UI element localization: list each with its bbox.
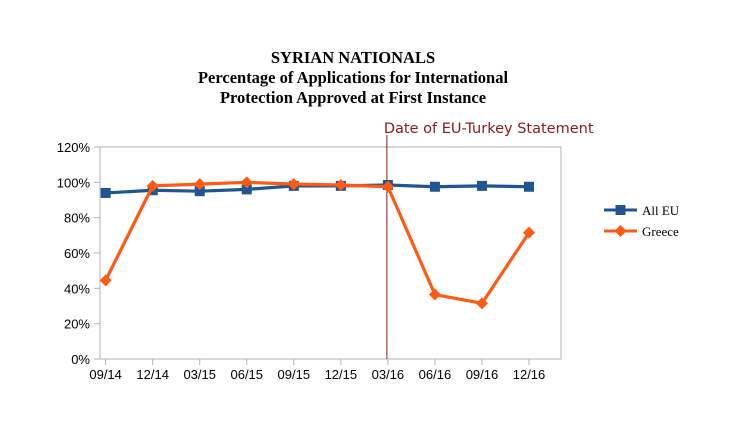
data-point-all-eu [429,181,440,192]
y-tick-label: 60% [64,246,90,261]
x-tick-label: 03/16 [372,367,405,382]
x-tick-label: 12/14 [136,367,169,382]
chart-title-line-1: SYRIAN NATIONALS [271,48,435,67]
y-tick-label: 20% [64,317,90,332]
plot-area [99,146,562,360]
chart-title-line-2: Percentage of Applications for Internati… [198,68,509,87]
x-tick-label: 03/15 [183,367,216,382]
legend-item-greece: Greece [604,224,679,239]
legend-item-all-eu: All EU [604,203,680,218]
x-tick-label: 12/16 [513,367,546,382]
legend-label-all-eu: All EU [642,203,680,218]
y-tick-label: 0% [71,352,90,367]
y-tick-label: 100% [57,175,91,190]
y-tick-label: 40% [64,281,90,296]
annotation-label: Date of EU-Turkey Statement [384,121,594,137]
y-tick-label: 120% [57,140,91,155]
data-point-greece [146,179,159,192]
data-point-greece [475,297,488,310]
data-point-greece [334,178,347,191]
x-axis: 09/14 12/14 03/15 06/15 09/15 12/15 03/16 06/16… [89,359,545,382]
series-greece [99,176,536,310]
x-tick-label: 12/15 [325,367,358,382]
data-point-greece [193,178,206,191]
data-point-greece [381,180,394,193]
x-tick-label: 06/15 [230,367,263,382]
data-point-all-eu [194,186,205,197]
data-point-all-eu [100,187,111,198]
annotation: Date of EU-Turkey Statement [384,121,594,359]
data-point-greece [240,176,253,189]
series-all-eu [100,179,535,198]
legend: All EU Greece [604,203,680,239]
legend-label-greece: Greece [642,224,679,239]
series-layer [99,176,536,310]
data-point-greece [523,226,536,239]
x-tick-label: 09/16 [466,367,499,382]
x-tick-label: 09/15 [278,367,311,382]
data-point-greece [99,274,112,287]
series-line-greece [104,180,531,305]
x-tick-label: 06/16 [419,367,452,382]
chart-title-line-3: Protection Approved at First Instance [220,88,486,107]
y-axis: 0% 20% 40% 60% 80% 100% 120% [57,140,100,367]
data-point-greece [428,288,441,301]
data-point-all-eu [476,180,487,191]
data-point-all-eu [524,181,535,192]
legend-marker-all-eu [615,205,626,215]
y-tick-label: 80% [64,211,90,226]
x-tick-label: 09/14 [89,367,122,382]
legend-marker-greece [614,225,627,237]
data-point-greece [287,178,300,191]
data-point-all-eu [241,184,252,195]
